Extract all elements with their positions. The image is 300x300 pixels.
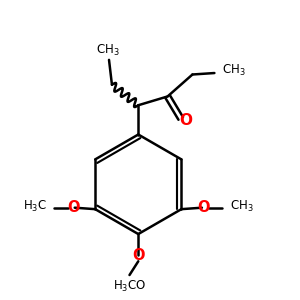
Text: CH$_3$: CH$_3$ xyxy=(222,63,245,78)
Text: O: O xyxy=(179,113,193,128)
Text: H$_3$C: H$_3$C xyxy=(23,199,47,214)
Text: CH$_3$: CH$_3$ xyxy=(230,199,254,214)
Text: O: O xyxy=(197,200,210,215)
Text: H$_3$CO: H$_3$CO xyxy=(113,278,146,294)
Text: CH$_3$: CH$_3$ xyxy=(96,42,119,58)
Text: O: O xyxy=(67,200,80,215)
Text: O: O xyxy=(132,248,145,263)
